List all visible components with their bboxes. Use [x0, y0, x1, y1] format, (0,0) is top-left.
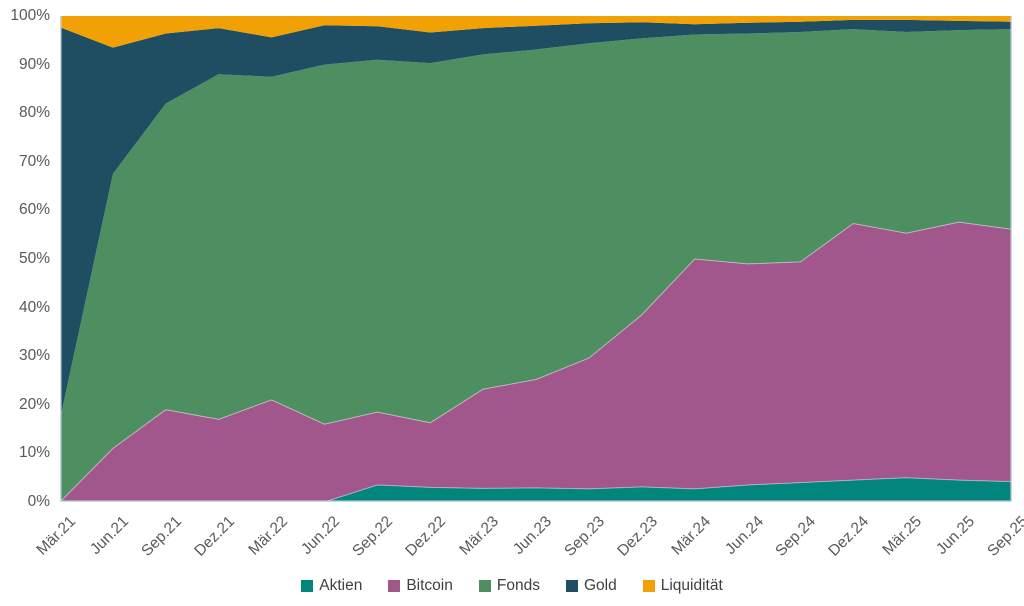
- legend-label-gold: Gold: [583, 577, 617, 594]
- x-tick-label: Sep.23: [561, 513, 608, 560]
- legend-item-liquiditaet: Liquidität: [642, 577, 723, 594]
- x-tick-label: Sep.25: [984, 513, 1024, 560]
- x-tick-label: Sep.21: [138, 513, 185, 560]
- area-gold: [60, 19, 1012, 420]
- y-tick-label: 20%: [18, 395, 50, 413]
- x-tick-label: Dez.24: [825, 513, 873, 560]
- liquiditaet-swatch-icon: [642, 580, 655, 592]
- x-tick-label: Mär.23: [456, 513, 503, 559]
- legend-item-bitcoin: Bitcoin: [388, 578, 453, 594]
- x-tick-label: Dez.21: [190, 513, 238, 560]
- x-tick-label: Dez.22: [402, 513, 450, 560]
- x-tick-label: Mär.24: [668, 513, 714, 559]
- area-liquidität: [60, 16, 1012, 48]
- y-tick-label: 80%: [18, 104, 50, 122]
- x-tick-label: Jun.23: [510, 513, 556, 558]
- plot-border: [60, 16, 1012, 502]
- area-fonds: [60, 29, 1012, 502]
- x-tick-label: Jun.21: [86, 513, 132, 558]
- x-tick-label: Mär.25: [879, 513, 926, 559]
- x-tick-label: Sep.22: [349, 513, 397, 560]
- legend-item-fonds: Fonds: [478, 577, 540, 594]
- series-boundary-line: [60, 477, 1012, 502]
- gold-swatch-icon: [565, 580, 578, 592]
- area-bitcoin: [60, 222, 1012, 502]
- legend-label-fonds: Fonds: [496, 577, 540, 594]
- y-tick-label: 10%: [18, 444, 50, 462]
- y-tick-label: 70%: [18, 152, 50, 170]
- y-tick-label: 60%: [18, 201, 50, 219]
- legend-item-gold: Gold: [565, 577, 617, 594]
- y-tick-label: 30%: [18, 347, 50, 365]
- x-tick-label: Mär.21: [33, 513, 80, 559]
- area-aktien: [60, 477, 1012, 502]
- y-tick-label: 50%: [18, 250, 50, 267]
- x-tick-label: Jun.24: [721, 513, 767, 558]
- y-tick-label: 100%: [10, 7, 50, 24]
- fonds-swatch-icon: [478, 580, 491, 592]
- plot-area: [60, 16, 1012, 502]
- legend-label-bitcoin: Bitcoin: [406, 577, 453, 594]
- legend-item-aktien: Aktien: [301, 578, 362, 594]
- x-tick-label: Jun.25: [933, 513, 979, 558]
- y-tick-label: 40%: [18, 298, 50, 316]
- y-tick-label: 90%: [18, 55, 50, 73]
- legend-label-liquiditaet: Liquidität: [660, 577, 723, 594]
- series-boundary-line: [60, 221, 1012, 502]
- y-tick-label: 0%: [27, 493, 50, 510]
- x-tick-label: Jun.22: [298, 513, 344, 558]
- x-tick-label: Dez.23: [614, 513, 661, 560]
- x-tick-label: Sep.24: [772, 513, 820, 560]
- x-tick-label: Mär.22: [245, 513, 291, 559]
- bitcoin-swatch-icon: [388, 580, 401, 592]
- legend-label-aktien: Aktien: [319, 577, 363, 594]
- aktien-swatch-icon: [301, 580, 314, 592]
- legend: Aktien Bitcoin Fonds Gold Liquidität: [0, 578, 1024, 594]
